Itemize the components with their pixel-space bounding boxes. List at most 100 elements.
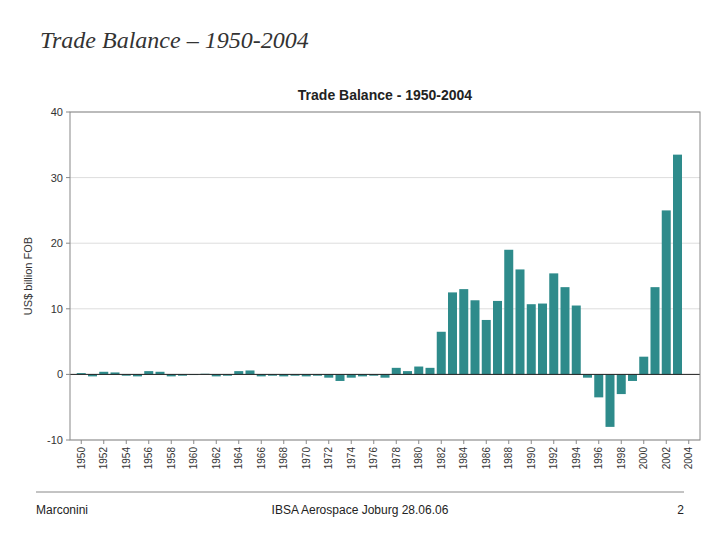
x-tick-label: 1982 — [436, 447, 447, 470]
bar — [448, 292, 457, 374]
x-tick-label: 1976 — [368, 447, 379, 470]
x-tick-label: 1998 — [616, 447, 627, 470]
bar — [561, 287, 570, 374]
bar — [594, 374, 603, 397]
x-tick-label: 1960 — [188, 447, 199, 470]
x-tick — [193, 440, 194, 444]
bar — [617, 374, 626, 394]
footer-center: IBSA Aerospace Joburg 28.06.06 — [272, 503, 449, 517]
x-tick-label: 1980 — [413, 447, 424, 470]
bar — [527, 304, 536, 374]
y-tick — [66, 374, 70, 375]
y-tick — [66, 243, 70, 244]
grid-line — [70, 308, 700, 309]
bar — [482, 320, 491, 374]
zero-line — [70, 374, 700, 375]
x-tick — [463, 440, 464, 444]
x-tick — [81, 440, 82, 444]
x-tick — [418, 440, 419, 444]
x-tick — [351, 440, 352, 444]
x-tick — [261, 440, 262, 444]
x-tick-label: 1990 — [526, 447, 537, 470]
y-tick — [66, 112, 70, 113]
footer-right: 2 — [677, 503, 684, 517]
x-tick-label: 1970 — [301, 447, 312, 470]
x-tick — [531, 440, 532, 444]
x-tick-label: 1952 — [98, 447, 109, 470]
bar — [673, 155, 682, 375]
x-tick-label: 2004 — [683, 447, 694, 470]
x-tick-label: 1978 — [391, 447, 402, 470]
x-tick — [553, 440, 554, 444]
bar — [516, 269, 525, 374]
x-tick — [621, 440, 622, 444]
x-tick-label: 1958 — [166, 447, 177, 470]
bar — [628, 374, 637, 381]
x-tick-label: 1984 — [458, 447, 469, 470]
grid-line — [70, 177, 700, 178]
bar — [538, 304, 547, 375]
footer-separator — [36, 492, 684, 493]
bar — [437, 332, 446, 375]
grid-line — [70, 243, 700, 244]
x-tick — [441, 440, 442, 444]
bar — [549, 273, 558, 374]
y-tick-label: 20 — [51, 237, 63, 249]
x-tick-label: 1968 — [278, 447, 289, 470]
x-tick-label: 1950 — [76, 447, 87, 470]
bar — [493, 301, 502, 374]
bar — [606, 374, 615, 426]
x-tick-label: 1992 — [548, 447, 559, 470]
chart-title: Trade Balance - 1950-2004 — [298, 87, 473, 103]
x-tick — [126, 440, 127, 444]
x-tick — [238, 440, 239, 444]
y-axis-label: US$ billion FOB — [22, 237, 34, 315]
bar — [651, 287, 660, 374]
x-tick-label: 1986 — [481, 447, 492, 470]
x-tick — [328, 440, 329, 444]
bar — [459, 289, 468, 374]
grid — [70, 112, 700, 440]
x-tick-label: 1974 — [346, 447, 357, 470]
x-tick — [306, 440, 307, 444]
x-tick — [103, 440, 104, 444]
page-title: Trade Balance – 1950-2004 — [40, 27, 309, 53]
x-tick-label: 2002 — [661, 447, 672, 470]
y-tick-label: 10 — [51, 303, 63, 315]
x-tick — [171, 440, 172, 444]
x-tick — [373, 440, 374, 444]
x-tick — [598, 440, 599, 444]
x-tick — [688, 440, 689, 444]
x-tick-label: 1972 — [323, 447, 334, 470]
x-tick-label: 1956 — [143, 447, 154, 470]
x-tick-label: 2000 — [638, 447, 649, 470]
bars — [77, 155, 682, 427]
x-tick — [486, 440, 487, 444]
y-tick — [66, 440, 70, 441]
x-tick — [148, 440, 149, 444]
x-tick-label: 1966 — [256, 447, 267, 470]
x-tick-label: 1964 — [233, 447, 244, 470]
x-tick — [396, 440, 397, 444]
bar — [662, 210, 671, 374]
footer-left: Marconini — [36, 503, 88, 517]
bar — [639, 357, 648, 375]
x-tick — [643, 440, 644, 444]
plot-frame — [70, 112, 700, 440]
x-tick — [576, 440, 577, 444]
y-tick-label: 30 — [51, 172, 63, 184]
bar — [414, 367, 423, 375]
page: Trade Balance – 1950-2004 Trade Balance -… — [0, 0, 720, 540]
x-tick — [216, 440, 217, 444]
x-tick — [508, 440, 509, 444]
bar — [572, 306, 581, 375]
y-tick-label: -10 — [47, 434, 63, 446]
bar — [246, 370, 255, 374]
x-tick-label: 1954 — [121, 447, 132, 470]
bar — [392, 368, 401, 375]
x-tick-label: 1988 — [503, 447, 514, 470]
bar — [426, 368, 435, 375]
x-tick-label: 1994 — [571, 447, 582, 470]
y-tick — [66, 308, 70, 309]
y-tick — [66, 177, 70, 178]
